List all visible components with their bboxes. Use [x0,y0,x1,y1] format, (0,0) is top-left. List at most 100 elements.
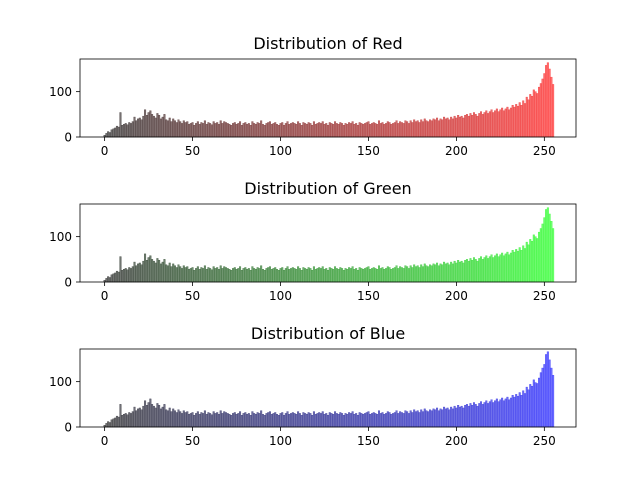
red-bar [188,124,191,138]
red-bar [411,122,414,138]
blue-bar [154,407,157,428]
green-bar [312,266,315,283]
blue-bar [128,412,131,428]
green-bar [513,251,516,283]
green-bar [114,272,117,283]
green-bar [548,213,551,283]
blue-bar [332,414,335,428]
blue-bar [122,414,125,428]
blue-bar [462,407,465,428]
red-bar [105,133,108,138]
red-bar [399,121,402,138]
blue-bar [207,412,210,428]
red-y-ticks: 0 100 [49,85,80,145]
red-bar [416,120,419,138]
blue-bar [311,415,314,428]
green-bar [332,269,335,283]
green-bar [307,267,310,283]
blue-y-tick-label: 100 [49,375,72,389]
green-bar [281,267,284,283]
green-bar [460,260,463,283]
green-bar [152,260,155,283]
green-bar [182,265,185,283]
green-bar [323,269,326,283]
blue-bar [307,412,310,428]
red-bar [434,119,437,138]
red-bar [406,121,409,138]
green-bar [355,268,358,283]
blue-bar [253,413,256,428]
red-bar [472,112,475,138]
green-bar [400,267,403,283]
blue-bar [270,414,273,428]
blue-bar [392,413,395,428]
green-bar [181,268,184,283]
green-bar [184,267,187,283]
blue-y-ticks: 0 100 [49,375,80,435]
blue-bar [200,412,203,428]
red-bar [166,120,169,138]
blue-bar [281,412,284,428]
red-bar [332,124,335,138]
blue-bar [142,405,145,428]
green-bar [446,262,449,283]
green-bar [237,268,240,283]
green-bar [325,268,328,283]
green-bar [318,267,321,283]
red-bar [209,123,212,138]
red-bar [524,103,526,138]
red-bar [374,123,377,138]
green-bar [504,253,507,283]
green-bar [247,268,250,283]
red-bar [492,112,495,138]
red-bar [409,120,412,138]
red-bar [407,123,410,138]
green-bar [305,269,308,283]
red-bar [298,123,301,138]
red-bar [314,124,317,138]
blue-bar [239,411,242,428]
red-bar [392,123,395,138]
green-bar [392,268,395,283]
red-bar [346,124,349,138]
green-bar [168,262,171,283]
green-bar [437,265,440,283]
red-bar [230,125,233,138]
red-bar [323,124,326,138]
blue-bar [314,414,317,428]
blue-bar [261,414,264,428]
blue-bar [414,411,417,428]
green-bar [457,260,460,283]
blue-bar [323,414,326,428]
red-bar [397,123,400,138]
red-x-tick-label: 50 [185,144,200,158]
blue-bar [258,413,261,428]
blue-bar [191,412,194,428]
blue-bar [344,413,347,428]
green-histogram-panel: Distribution of Green 0 50 100 150 200 250 0 1… [49,179,577,303]
red-bar [163,114,166,138]
red-bar [550,76,553,138]
red-bar [214,123,217,138]
blue-bar [291,412,294,428]
blue-bar [110,419,113,428]
blue-bar [460,405,463,428]
green-bar [423,263,426,283]
blue-bar [386,411,389,428]
red-bar [239,121,242,138]
green-bar [261,269,264,283]
red-bar [325,123,328,138]
blue-bar [304,413,307,428]
green-x-tick-label: 50 [185,289,200,303]
red-bar [300,125,303,138]
red-bar [418,122,421,138]
blue-bar [494,400,497,428]
red-bar [293,123,296,138]
green-bar [439,263,442,283]
red-bar [307,122,310,138]
blue-bar [376,414,379,428]
blue-bar [478,403,481,428]
blue-bar [543,364,546,428]
green-bar [444,263,447,283]
blue-bar [527,389,530,428]
